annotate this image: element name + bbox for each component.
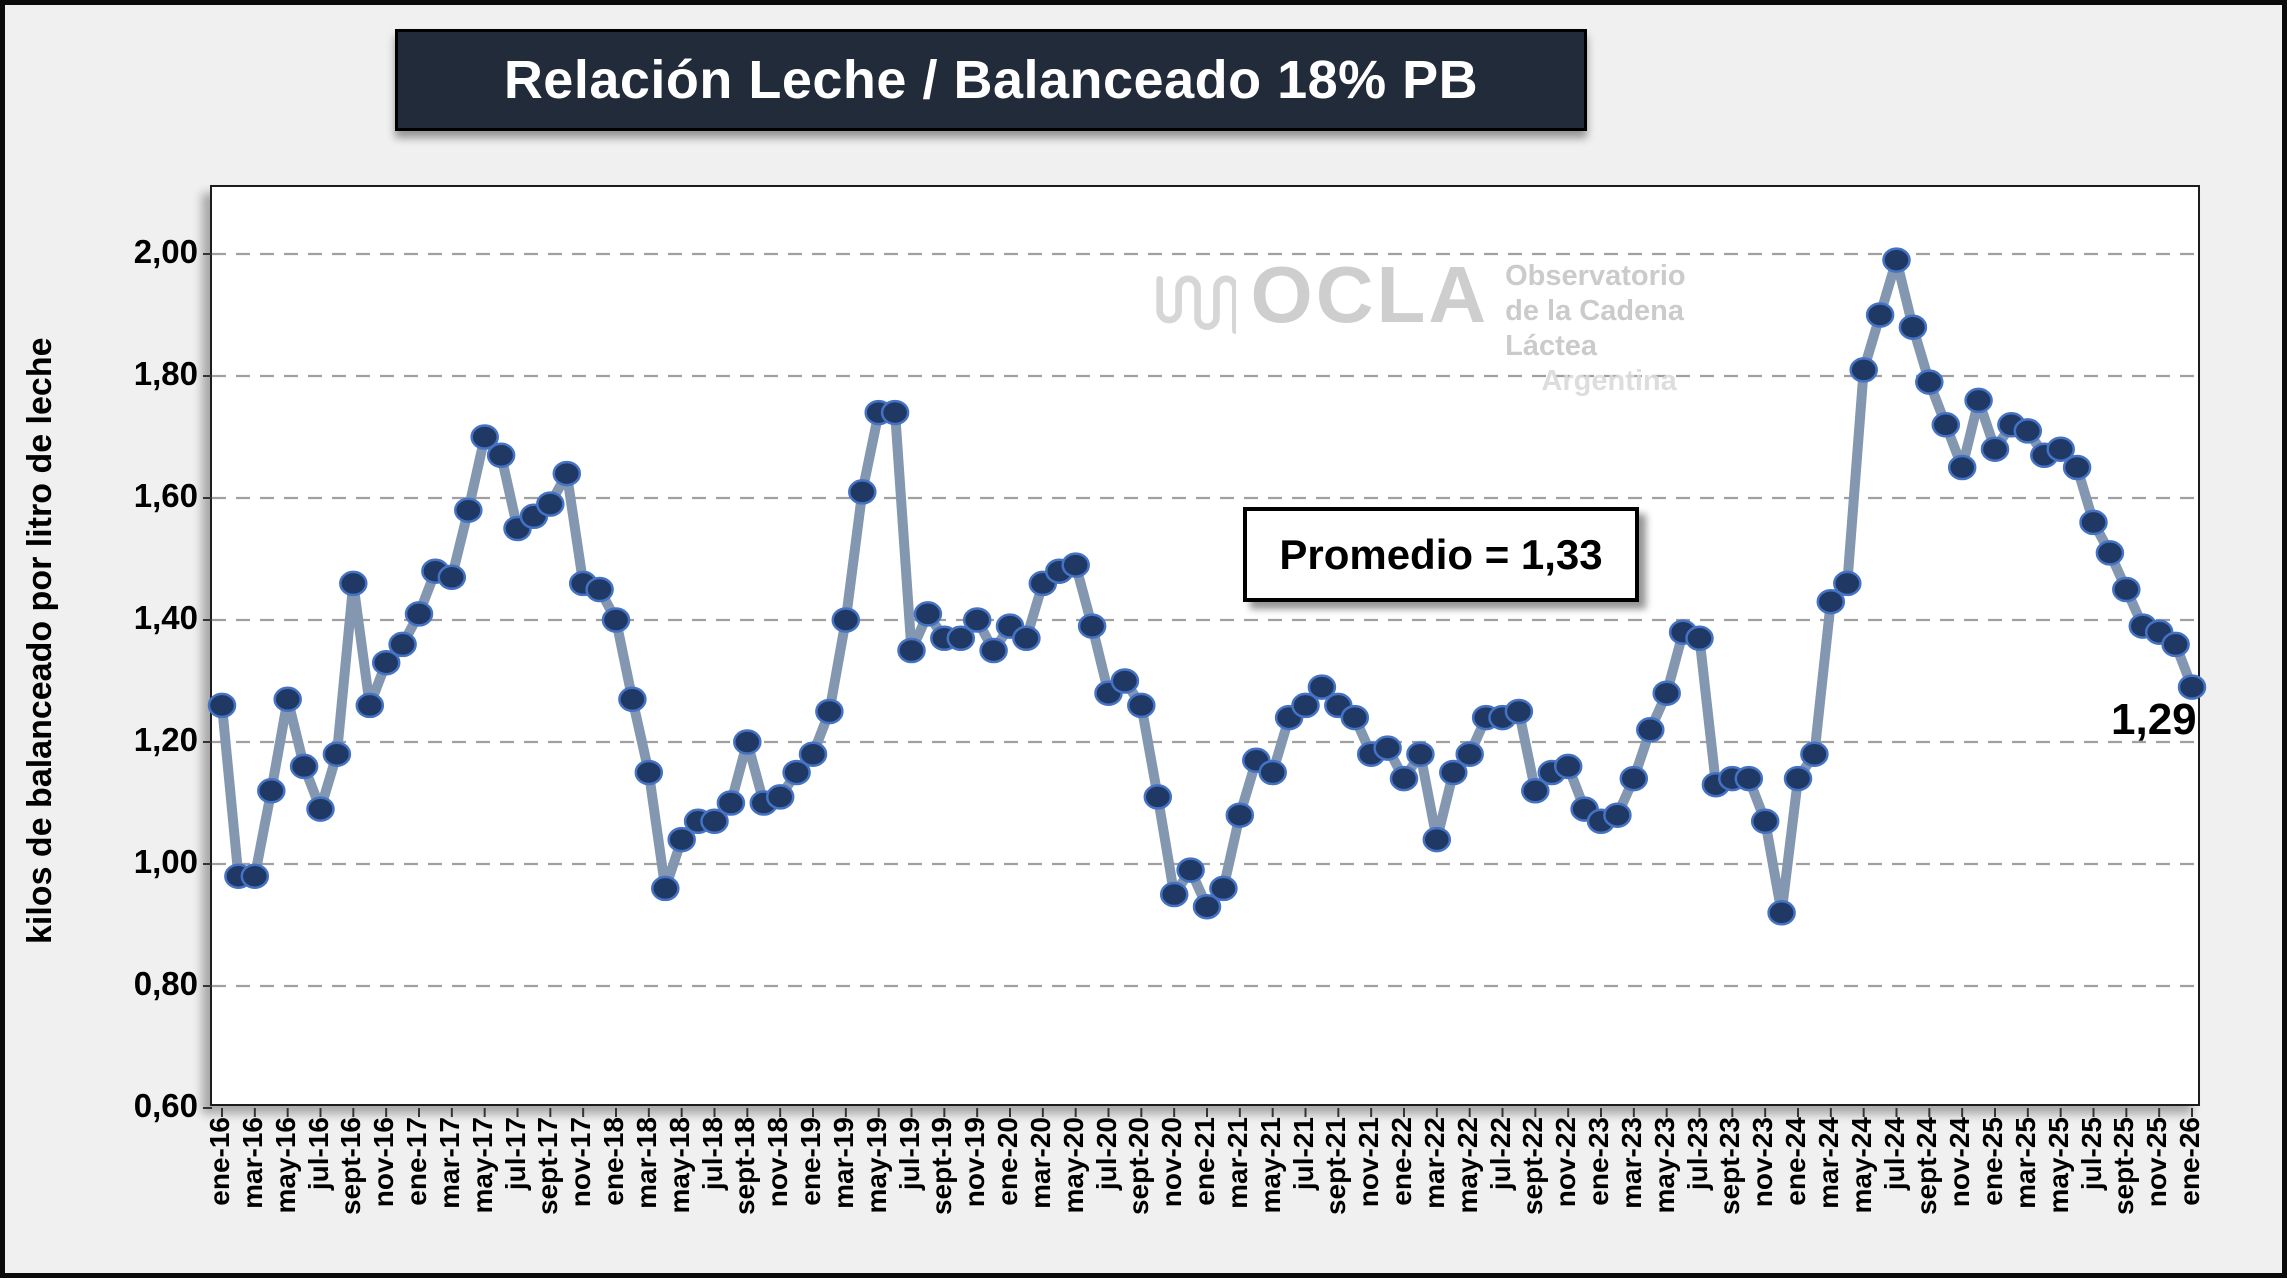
average-annotation-box: Promedio = 1,33 — [1243, 507, 1639, 602]
x-tick-label: mar-18 — [630, 1117, 662, 1209]
y-axis-title: kilos de balanceado por litro de leche — [21, 337, 59, 944]
x-tick-label: nov-23 — [1747, 1117, 1779, 1208]
x-tick-label: ene-22 — [1386, 1117, 1417, 1206]
x-tick-label: may-24 — [1845, 1117, 1877, 1214]
x-tick-label: nov-22 — [1550, 1117, 1582, 1208]
x-tick-label: nov-25 — [2141, 1117, 2173, 1208]
x-tick-label: may-21 — [1254, 1117, 1286, 1214]
x-tick-label: nov-19 — [959, 1117, 991, 1208]
x-tick-label: sept-21 — [1320, 1117, 1352, 1216]
x-tick-label: jul-20 — [1090, 1117, 1122, 1191]
y-tick-label: 1,00 — [133, 843, 198, 880]
x-tick-label: sept-23 — [1714, 1117, 1746, 1216]
x-tick-label: jul-19 — [893, 1117, 925, 1191]
x-tick-label: ene-16 — [204, 1117, 235, 1206]
x-tick-label: nov-20 — [1156, 1117, 1188, 1208]
x-tick-label: sept-19 — [926, 1117, 958, 1216]
x-tick-label: sept-18 — [729, 1117, 761, 1216]
x-tick-label: sept-20 — [1123, 1117, 1155, 1216]
x-tick-label: ene-26 — [2174, 1117, 2205, 1206]
y-tick-label: 1,60 — [133, 477, 198, 514]
x-tick-label: mar-22 — [1418, 1117, 1450, 1209]
x-tick-label: sept-17 — [532, 1117, 564, 1216]
x-tick-label: mar-24 — [1812, 1117, 1844, 1209]
x-tick-label: ene-20 — [992, 1117, 1023, 1206]
x-tick-label: may-22 — [1451, 1117, 1483, 1214]
y-tick-label: 2,00 — [133, 233, 198, 270]
last-value-label: 1,29 — [2111, 695, 2197, 744]
x-tick-label: jul-22 — [1484, 1117, 1516, 1191]
plot-area — [203, 185, 2207, 1117]
x-tick-label: nov-17 — [565, 1117, 597, 1208]
x-tick-label: jul-17 — [499, 1117, 531, 1191]
chart-title-bar: Relación Leche / Balanceado 18% PB — [395, 29, 1587, 131]
x-tick-label: nov-16 — [368, 1117, 400, 1208]
x-tick-label: ene-25 — [1977, 1117, 2008, 1206]
x-tick-label: ene-17 — [401, 1117, 432, 1206]
x-tick-label: jul-23 — [1681, 1117, 1713, 1191]
x-tick-label: may-16 — [269, 1117, 301, 1214]
x-tick-label: mar-21 — [1221, 1117, 1253, 1209]
chart-title: Relación Leche / Balanceado 18% PB — [503, 50, 1479, 110]
x-tick-label: jul-24 — [1878, 1117, 1910, 1191]
y-tick-label: 1,20 — [133, 721, 198, 758]
x-tick-label: jul-25 — [2075, 1117, 2107, 1191]
x-tick-label: mar-17 — [433, 1117, 465, 1209]
x-tick-label: may-17 — [466, 1117, 498, 1214]
x-tick-label: ene-23 — [1583, 1117, 1614, 1206]
x-tick-label: may-20 — [1057, 1117, 1089, 1214]
y-tick-label: 1,40 — [133, 599, 198, 636]
average-annotation-label: Promedio = 1,33 — [1279, 530, 1603, 578]
y-tick-label: 0,80 — [133, 965, 198, 1002]
plot-svg — [203, 247, 2207, 1117]
x-tick-label: mar-19 — [827, 1117, 859, 1209]
x-tick-label: mar-20 — [1024, 1117, 1056, 1209]
x-tick-label: sept-24 — [1911, 1117, 1943, 1216]
x-tick-label: nov-24 — [1944, 1117, 1976, 1208]
x-tick-label: may-23 — [1648, 1117, 1680, 1214]
x-tick-label: sept-16 — [335, 1117, 367, 1216]
x-tick-label: jul-21 — [1287, 1117, 1319, 1191]
x-tick-label: ene-18 — [598, 1117, 629, 1206]
x-tick-label: ene-24 — [1780, 1117, 1811, 1206]
y-tick-label: 0,60 — [133, 1087, 198, 1124]
x-tick-label: mar-16 — [236, 1117, 268, 1209]
x-tick-label: jul-16 — [302, 1117, 334, 1191]
x-tick-label: mar-23 — [1615, 1117, 1647, 1209]
x-tick-label: may-19 — [860, 1117, 892, 1214]
x-tick-label: jul-18 — [696, 1117, 728, 1191]
x-tick-label: ene-19 — [795, 1117, 826, 1206]
x-tick-label: may-18 — [663, 1117, 695, 1214]
x-tick-label: mar-25 — [2009, 1117, 2041, 1209]
x-tick-label: ene-21 — [1189, 1117, 1220, 1206]
x-tick-label: sept-25 — [2108, 1117, 2140, 1216]
x-tick-label: sept-22 — [1517, 1117, 1549, 1216]
x-tick-label: nov-21 — [1353, 1117, 1385, 1208]
x-tick-label: may-25 — [2042, 1117, 2074, 1214]
y-tick-label: 1,80 — [133, 355, 198, 392]
x-tick-label: nov-18 — [762, 1117, 794, 1208]
